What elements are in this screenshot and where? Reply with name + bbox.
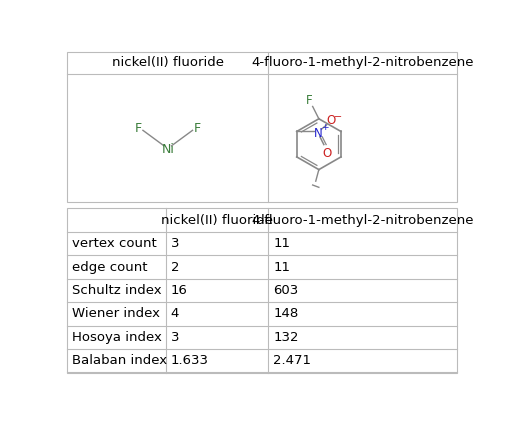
Text: 3: 3	[171, 237, 179, 250]
Text: Hosoya index: Hosoya index	[72, 331, 161, 344]
Text: Schultz index: Schultz index	[72, 284, 161, 297]
Text: vertex count: vertex count	[72, 237, 156, 250]
Text: Ni: Ni	[161, 143, 174, 156]
Text: 3: 3	[171, 331, 179, 344]
Text: nickel(II) fluoride: nickel(II) fluoride	[112, 57, 224, 70]
Text: F: F	[194, 122, 201, 135]
Text: Wiener index: Wiener index	[72, 307, 159, 320]
Text: nickel(II) fluoride: nickel(II) fluoride	[161, 214, 273, 227]
Text: 132: 132	[273, 331, 298, 344]
Text: 11: 11	[273, 260, 290, 273]
Text: 1.633: 1.633	[171, 354, 209, 367]
Text: N: N	[314, 127, 323, 140]
Text: 4-fluoro-1-methyl-2-nitrobenzene: 4-fluoro-1-methyl-2-nitrobenzene	[251, 57, 474, 70]
Text: +: +	[321, 123, 329, 132]
Text: 11: 11	[273, 237, 290, 250]
Text: F: F	[135, 122, 142, 135]
Text: −: −	[334, 112, 342, 122]
Text: 4-fluoro-1-methyl-2-nitrobenzene: 4-fluoro-1-methyl-2-nitrobenzene	[251, 214, 474, 227]
Text: 148: 148	[273, 307, 298, 320]
Text: 4: 4	[171, 307, 179, 320]
Bar	[67, 208, 457, 373]
Text: 2.471: 2.471	[273, 354, 311, 367]
Bar	[67, 52, 457, 202]
Text: 603: 603	[273, 284, 298, 297]
Text: edge count: edge count	[72, 260, 147, 273]
Text: 2: 2	[171, 260, 179, 273]
Text: Balaban index: Balaban index	[72, 354, 167, 367]
Text: 16: 16	[171, 284, 188, 297]
Text: F: F	[306, 94, 312, 107]
Text: O: O	[326, 114, 335, 127]
Text: O: O	[322, 147, 332, 160]
